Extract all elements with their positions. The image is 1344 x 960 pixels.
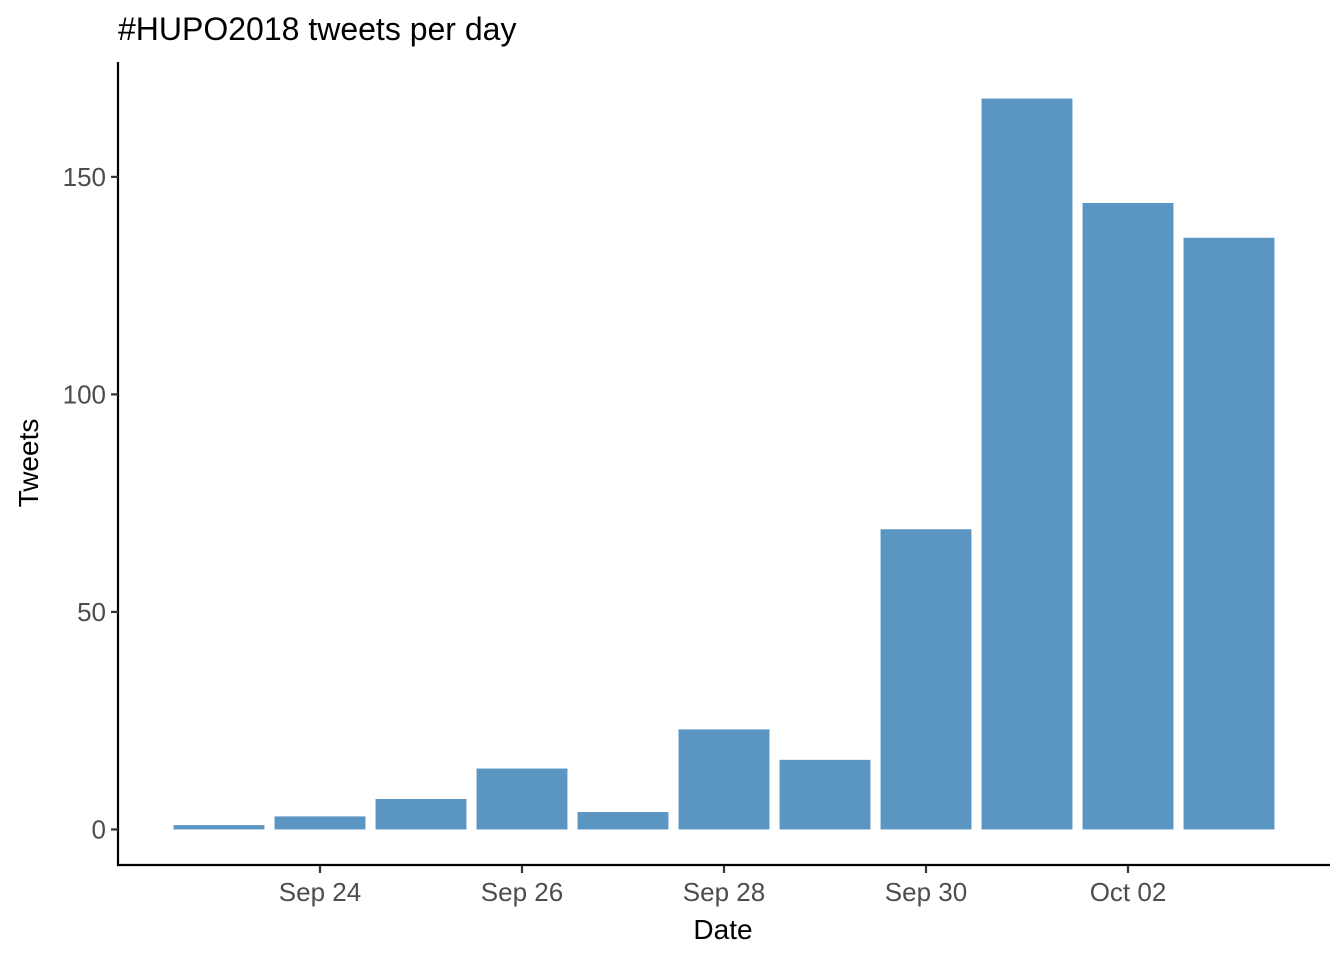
y-axis-ticks: 0 50 100 150 (63, 162, 118, 844)
bar-2018-09-26 (476, 768, 568, 830)
chart-title: #HUPO2018 tweets per day (118, 11, 516, 47)
x-axis-ticks: Sep 24 Sep 26 Sep 28 Sep 30 Oct 02 (279, 866, 1167, 907)
bar-2018-10-03 (1183, 237, 1275, 830)
y-tick-label: 100 (63, 379, 106, 409)
bar-2018-10-01 (981, 98, 1073, 830)
bar-2018-09-29 (779, 759, 871, 830)
x-axis-title: Date (693, 914, 752, 945)
bars-group (173, 98, 1275, 830)
bar-2018-09-27 (577, 812, 669, 830)
y-axis-title: Tweets (13, 419, 44, 508)
bar-2018-09-24 (274, 816, 366, 830)
bar-2018-09-23 (173, 825, 265, 830)
y-tick-label: 0 (92, 814, 106, 844)
x-tick-label: Sep 24 (279, 877, 361, 907)
y-tick-label: 150 (63, 162, 106, 192)
bar-2018-09-30 (880, 529, 972, 830)
bar-2018-09-28 (678, 729, 770, 830)
x-tick-label: Sep 28 (683, 877, 765, 907)
x-tick-label: Sep 26 (481, 877, 563, 907)
bar-2018-10-02 (1082, 202, 1174, 830)
y-tick-label: 50 (77, 597, 106, 627)
x-tick-label: Oct 02 (1090, 877, 1167, 907)
bar-2018-09-25 (375, 799, 467, 830)
x-tick-label: Sep 30 (885, 877, 967, 907)
